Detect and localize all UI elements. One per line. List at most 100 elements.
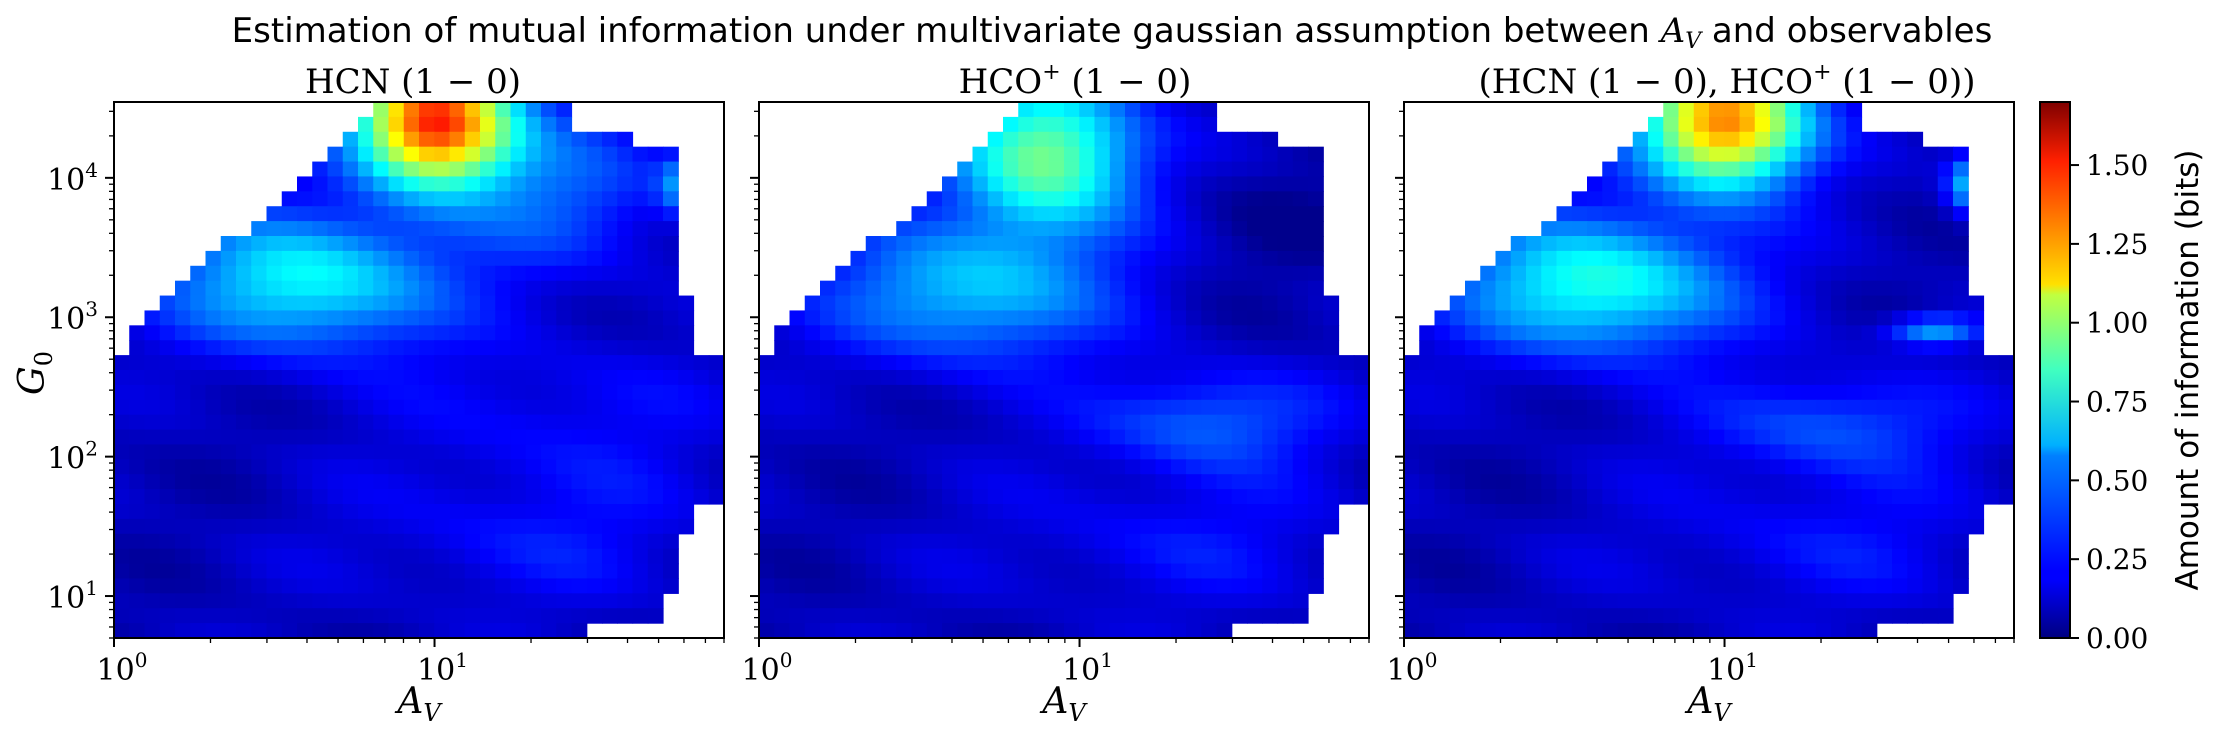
heatmap-cell (144, 310, 161, 326)
heatmap-cell (205, 474, 222, 490)
heatmap-cell (1556, 221, 1573, 237)
heatmap-cell (942, 578, 958, 594)
heatmap-cell (1861, 221, 1878, 237)
heatmap-cell (1480, 429, 1497, 446)
heatmap-cell (449, 384, 466, 401)
heatmap-cell (297, 176, 313, 192)
heatmap-cell (1079, 131, 1096, 148)
heatmap-cell (1739, 384, 1756, 401)
heatmap-cell (1125, 191, 1141, 207)
heatmap-cell (1094, 340, 1111, 356)
heatmap-cell (190, 548, 207, 565)
heatmap-cell (1308, 474, 1324, 490)
heatmap-cell (602, 325, 618, 341)
heatmap-cell (774, 384, 791, 401)
heatmap-cell (1968, 489, 1985, 505)
heatmap-cell (1831, 518, 1847, 535)
heatmap-cell (1556, 548, 1573, 565)
heatmap-cell (480, 355, 496, 371)
heatmap-cell (586, 548, 603, 565)
heatmap-cell (835, 593, 852, 609)
heatmap-cell (1953, 295, 1969, 312)
heatmap-cell (1308, 265, 1324, 282)
heatmap-cell (251, 489, 268, 505)
heatmap-cell (1048, 236, 1065, 252)
heatmap-cell (647, 444, 664, 460)
heatmap-cell (1876, 250, 1893, 267)
heatmap-cell (342, 578, 359, 594)
heatmap-cell (1739, 191, 1756, 207)
heatmap-cell (1953, 384, 1969, 401)
heatmap-cell (1541, 504, 1558, 520)
heatmap-cell (1831, 399, 1847, 416)
heatmap-cell (1262, 340, 1279, 356)
heatmap-cell (987, 221, 1004, 237)
heatmap-cell (1510, 295, 1527, 312)
heatmap-cell (388, 489, 405, 505)
heatmap-cell (1602, 236, 1619, 252)
heatmap-cell (114, 459, 130, 475)
heatmap-cell (1292, 325, 1309, 341)
heatmap-cell (972, 236, 989, 252)
heatmap-cell (419, 578, 435, 594)
heatmap-cell (1663, 563, 1680, 580)
heatmap-cell (1937, 593, 1954, 609)
heatmap-cell (1617, 593, 1634, 609)
heatmap-cell (647, 504, 664, 520)
heatmap-cell (205, 340, 222, 356)
heatmap-cell (1983, 384, 2000, 401)
heatmap-cell (1602, 459, 1619, 475)
heatmap-cell (1968, 370, 1985, 386)
heatmap-cell (525, 489, 542, 505)
heatmap-cell (850, 578, 867, 594)
x-tick-label: 100 (742, 648, 793, 688)
heatmap-cell (1800, 355, 1817, 371)
heatmap-cell (1125, 340, 1141, 356)
heatmap-cell (1648, 504, 1664, 520)
heatmap-cell (896, 429, 913, 446)
heatmap-cell (693, 489, 710, 505)
heatmap-cell (693, 355, 710, 371)
heatmap-cell (1018, 504, 1035, 520)
heatmap-cell (1693, 459, 1710, 475)
heatmap-cell (1308, 176, 1324, 192)
heatmap-cell (266, 399, 283, 416)
heatmap-cell (1922, 489, 1939, 505)
heatmap-cell (789, 384, 806, 401)
heatmap-cell (236, 355, 252, 371)
heatmap-cell (495, 474, 512, 490)
heatmap-cell (1201, 236, 1218, 252)
heatmap-cell (388, 414, 405, 431)
heatmap-cell (1861, 414, 1878, 431)
heatmap-cell (1815, 161, 1832, 178)
heatmap-cell (1480, 399, 1497, 416)
heatmap-cell (602, 578, 618, 594)
heatmap-cell (1754, 206, 1771, 222)
heatmap-cell (1510, 548, 1527, 565)
heatmap-cell (358, 474, 374, 490)
heatmap-cell (1632, 310, 1649, 326)
heatmap-cell (190, 459, 207, 475)
heatmap-cell (1170, 340, 1187, 356)
heatmap-cell (1465, 563, 1481, 580)
heatmap-cell (510, 444, 527, 460)
heatmap-cell (1338, 474, 1355, 490)
heatmap-cell (1292, 250, 1309, 267)
heatmap-cell (1876, 504, 1893, 520)
heatmap-cell (449, 191, 466, 207)
heatmap-cell (556, 221, 573, 237)
heatmap-cell (1785, 399, 1802, 416)
heatmap-cell (510, 280, 527, 297)
heatmap-cell (896, 221, 913, 237)
heatmap-cell (1739, 340, 1756, 356)
heatmap-cell (693, 444, 710, 460)
heatmap-cell (220, 399, 237, 416)
heatmap-cell (449, 563, 466, 580)
heatmap-cell (266, 250, 283, 267)
heatmap-cell (1922, 399, 1939, 416)
heatmap-cell (1495, 414, 1512, 431)
heatmap-cell (1861, 131, 1878, 148)
heatmap-cell (1277, 221, 1294, 237)
heatmap-cell (358, 250, 374, 267)
heatmap-cell (480, 340, 496, 356)
